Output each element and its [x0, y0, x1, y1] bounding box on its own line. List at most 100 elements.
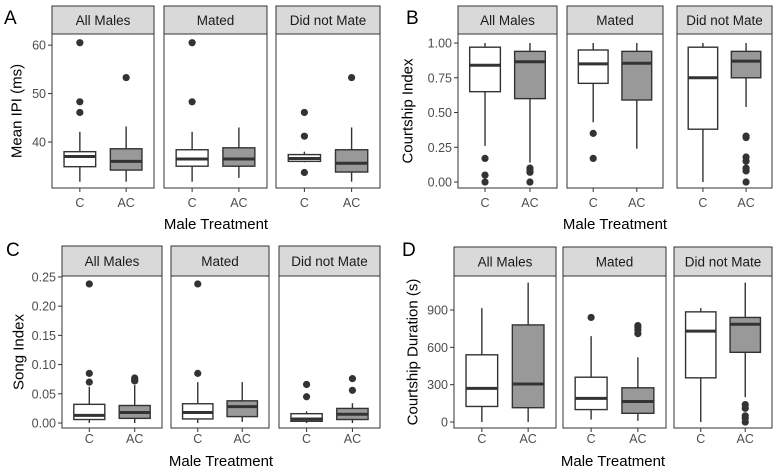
box-ac: [334, 149, 369, 173]
outlier-point: [587, 313, 595, 322]
outlier-point: [741, 404, 749, 412]
x-tick-label: C: [481, 196, 490, 210]
facet-strip: [673, 246, 773, 277]
outlier-point: [76, 39, 84, 47]
y-tick-label: 0.50: [428, 106, 452, 120]
outlier-point: [526, 168, 534, 176]
y-tick-label: 600: [427, 341, 448, 355]
x-tick-label: AC: [344, 432, 361, 446]
outlier-point: [194, 369, 202, 377]
box-c: [465, 354, 499, 408]
x-tick-label: C: [85, 432, 94, 446]
facet-panel: [278, 275, 381, 429]
facet-strip: [51, 5, 155, 35]
x-tick-label: C: [696, 432, 705, 446]
facet-strip-label: Mated: [596, 13, 634, 28]
outlier-point: [188, 98, 196, 106]
outlier-point: [300, 108, 308, 117]
panel-letter: D: [402, 240, 416, 261]
y-axis-title: Courtship Index: [399, 58, 416, 164]
facet-strip: [275, 5, 381, 35]
outlier-point: [85, 378, 93, 386]
outlier-point: [742, 157, 750, 165]
facet-strip: [170, 245, 270, 277]
outlier-point: [85, 280, 93, 288]
y-tick-label: 40: [32, 135, 46, 149]
y-tick-label: 1.00: [428, 37, 452, 51]
outlier-point: [634, 330, 642, 338]
x-tick-label: AC: [737, 196, 754, 210]
facet-strip-label: Did not Mate: [291, 254, 368, 269]
x-tick-label: AC: [737, 432, 754, 446]
x-tick-label: C: [587, 432, 596, 446]
y-tick-label: 0.10: [32, 358, 56, 372]
panel-letter: B: [406, 8, 419, 29]
facet-strip-label: Mated: [596, 255, 634, 270]
outlier-point: [742, 167, 750, 175]
x-tick-label: C: [193, 432, 202, 446]
facet-panel: [61, 275, 163, 429]
outlier-point: [194, 280, 202, 288]
y-tick-label: 0.25: [32, 270, 56, 284]
y-tick-label: 900: [427, 303, 448, 317]
facet-strip-label: Did not Mate: [290, 13, 367, 28]
outlier-point: [300, 168, 308, 177]
x-tick-label: AC: [521, 196, 538, 210]
x-tick-label: AC: [126, 432, 143, 446]
outlier-point: [122, 73, 130, 82]
outlier-point: [188, 39, 196, 47]
box-c: [574, 376, 608, 411]
y-axis-title: Mean IPI (ms): [8, 64, 25, 158]
facet-strip-label: Mated: [197, 13, 235, 28]
box-ac: [621, 50, 653, 101]
outlier-point: [348, 375, 357, 383]
facet-strip-label: Mated: [201, 254, 239, 269]
facet-strip-label: All Males: [478, 255, 533, 270]
y-tick-label: 0.75: [428, 71, 452, 85]
box-c: [468, 46, 502, 93]
facet-strip: [61, 245, 163, 277]
facet-strip-label: Did not Mate: [685, 255, 762, 270]
outlier-point: [302, 380, 311, 389]
outlier-point: [742, 178, 750, 186]
x-tick-label: C: [75, 196, 84, 210]
facet-strip: [676, 5, 773, 35]
x-axis-title: Male Treatment: [561, 453, 666, 470]
y-tick-label: 300: [427, 378, 448, 392]
x-tick-label: C: [698, 196, 707, 210]
x-tick-label: C: [188, 196, 197, 210]
outlier-point: [741, 418, 749, 426]
facet-strip: [163, 5, 268, 35]
outlier-point: [742, 133, 750, 142]
y-tick-label: 50: [32, 87, 46, 101]
box-ac: [109, 148, 143, 171]
facet-strip-label: All Males: [85, 254, 140, 269]
x-axis-title: Male Treatment: [563, 216, 668, 233]
x-tick-label: C: [477, 432, 486, 446]
outlier-point: [302, 393, 311, 401]
box-c: [687, 46, 719, 130]
outlier-point: [481, 154, 489, 162]
x-tick-label: C: [589, 196, 598, 210]
x-axis-title: Male Treatment: [169, 453, 274, 470]
panel-letter: C: [6, 240, 20, 261]
outlier-point: [348, 73, 356, 82]
outlier-point: [300, 132, 308, 140]
box-c: [684, 311, 717, 379]
x-tick-label: AC: [343, 196, 360, 210]
panel-letter: A: [4, 8, 17, 29]
facet-strip: [278, 245, 381, 277]
box-c: [73, 403, 106, 421]
box-c: [577, 49, 609, 85]
y-axis-title: Song Index: [10, 314, 27, 390]
x-tick-label: AC: [519, 432, 536, 446]
box-c: [63, 150, 97, 168]
y-tick-label: 0.15: [32, 329, 56, 343]
outlier-point: [526, 178, 534, 186]
outlier-point: [76, 98, 84, 106]
outlier-point: [76, 108, 84, 117]
y-tick-label: 0: [441, 416, 448, 430]
outlier-point: [85, 369, 93, 377]
box-ac: [222, 147, 256, 167]
x-tick-label: AC: [629, 432, 646, 446]
